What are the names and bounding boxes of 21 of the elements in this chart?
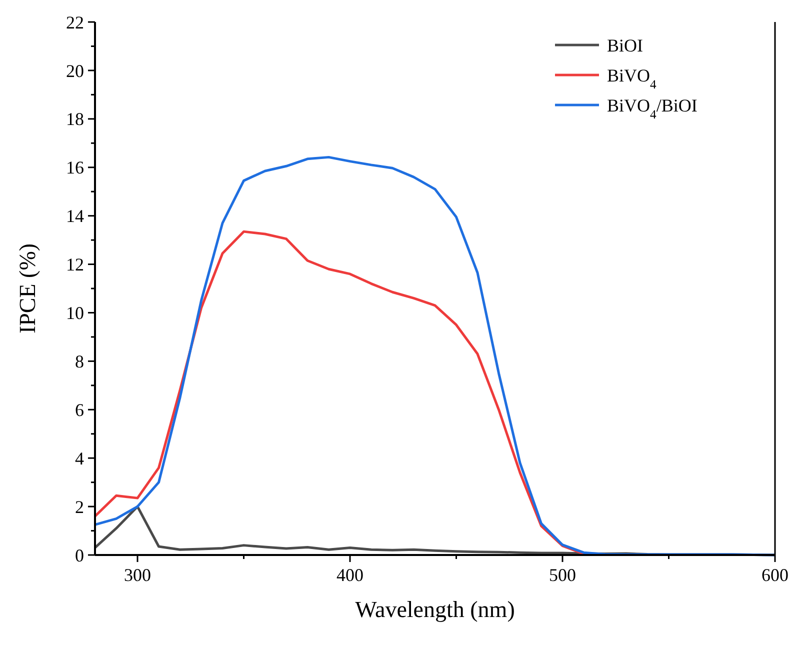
y-tick-label: 12 xyxy=(66,254,84,275)
x-tick-label: 300 xyxy=(124,565,151,585)
y-tick-label: 2 xyxy=(75,496,84,517)
x-tick-label: 400 xyxy=(336,565,364,585)
y-tick-label: 0 xyxy=(75,545,84,566)
y-axis-title: IPCE (%) xyxy=(15,243,40,334)
legend-label: BiVO$_{4}$ xyxy=(607,65,658,92)
x-tick-label: 500 xyxy=(549,565,576,585)
y-tick-label: 14 xyxy=(66,206,84,226)
y-tick-label: 4 xyxy=(75,448,84,468)
x-axis-title: Wavelength (nm) xyxy=(355,597,515,622)
y-tick-label: 10 xyxy=(66,303,84,324)
y-tick-label: 8 xyxy=(75,351,84,372)
y-tick-label: 20 xyxy=(66,60,84,81)
y-tick-label: 16 xyxy=(66,158,84,178)
y-tick-label: 18 xyxy=(66,109,84,130)
legend-label: BiOI xyxy=(607,35,644,56)
y-tick-label: 6 xyxy=(75,400,84,420)
x-tick-label: 600 xyxy=(762,565,788,585)
legend-label: BiVO$_{4}$/BiOI xyxy=(607,95,698,122)
y-tick-label: 22 xyxy=(66,12,84,32)
